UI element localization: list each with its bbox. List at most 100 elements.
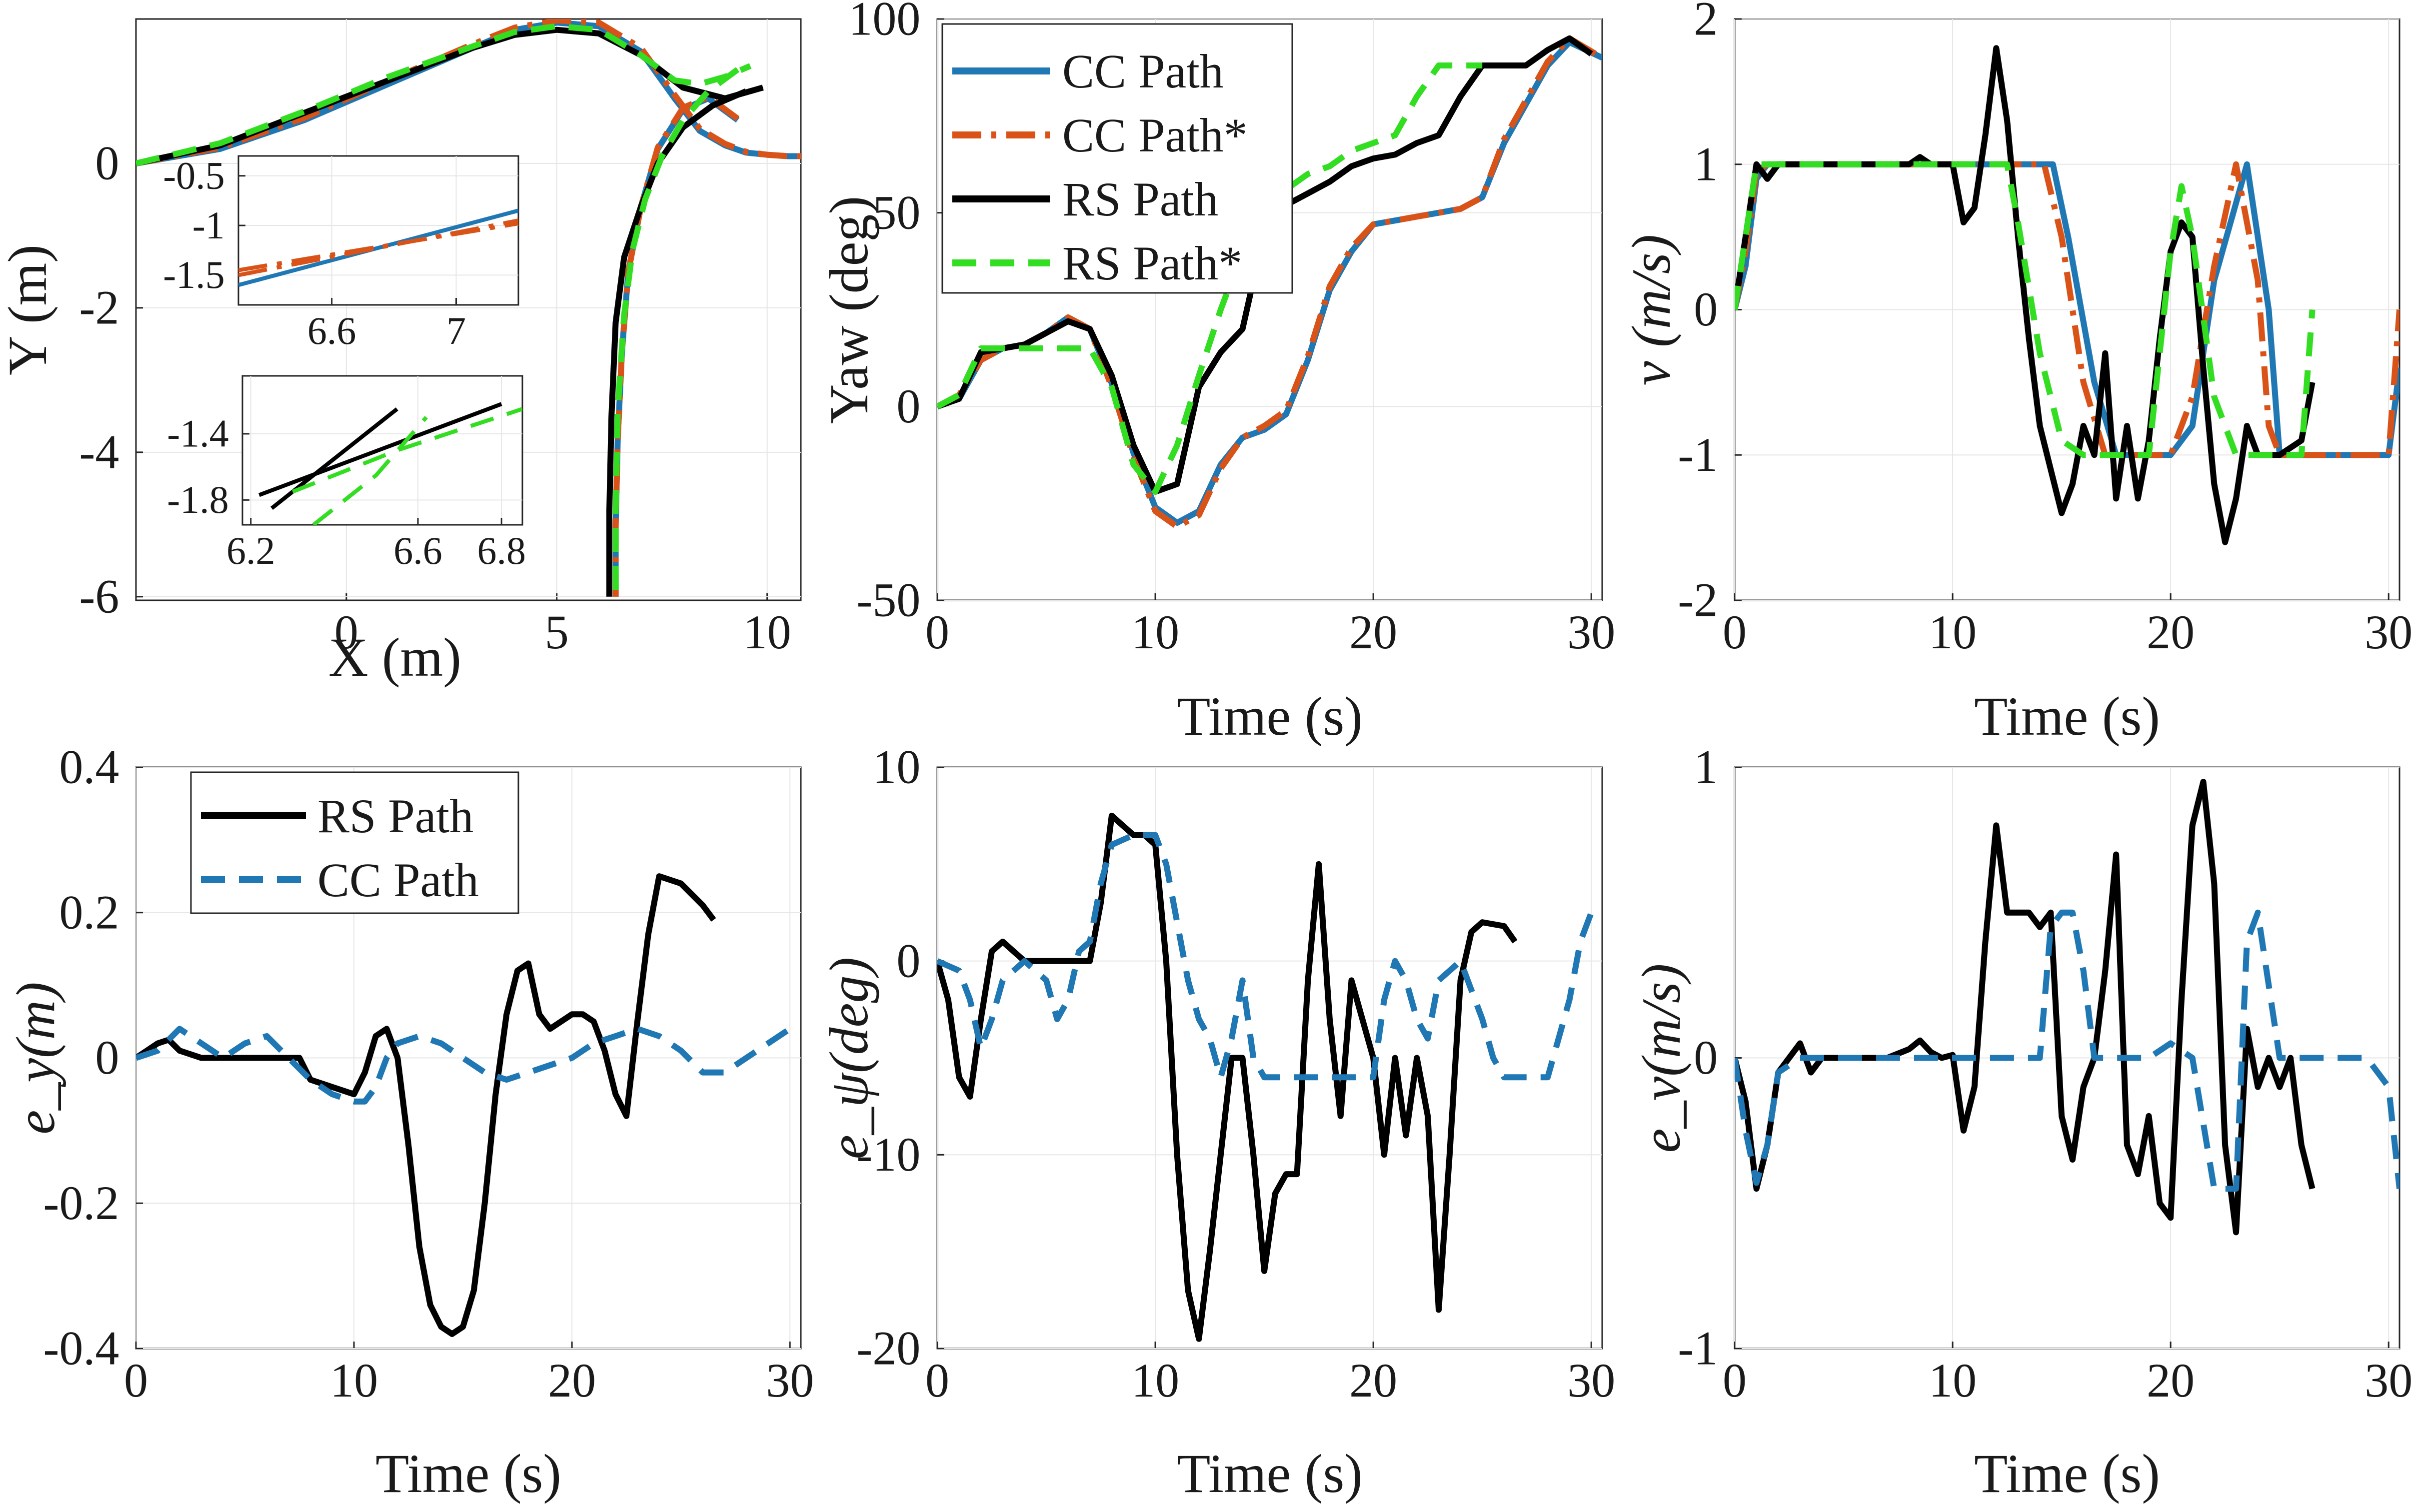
legend-ey-label-cc: CC Path <box>317 853 479 907</box>
y-tick-label: 0 <box>1694 282 1718 336</box>
y-tick-label: 1 <box>1694 740 1718 794</box>
inset-2-series <box>258 402 522 525</box>
series-line-rs-star <box>1735 161 2316 458</box>
y-tick-label: -0.5 <box>163 153 224 197</box>
x-axis-label-ey: Time (s) <box>375 1443 561 1504</box>
y-tick-label: -20 <box>856 1322 920 1375</box>
x-tick-label: 6.6 <box>393 529 442 572</box>
inset-2-tick-labels: 6.2 6.6 6.8 -1.4 -1.8 <box>167 412 526 572</box>
y-tick-label: -1 <box>1678 1322 1718 1375</box>
x-tick-label: 7 <box>446 309 466 352</box>
y-tick-label: 0 <box>95 136 119 190</box>
y-tick-label: -1 <box>1678 428 1718 481</box>
series-line-cc-star <box>238 221 518 272</box>
series-v <box>1735 45 2400 545</box>
tick-labels-ey: 0 10 20 30 -0.4 -0.2 0 0.2 0.4 <box>43 740 814 1407</box>
x-tick-label: 30 <box>766 1354 814 1407</box>
legend-yaw-label-rs-star: RS Path* <box>1062 236 1242 290</box>
chart-ey: 0 10 20 30 -0.4 -0.2 0 0.2 0.4 Time (s) e_y(m) R… <box>5 740 814 1504</box>
legend-ey-label-rs: RS Path <box>317 789 473 843</box>
x-tick-label: 6.8 <box>477 529 526 572</box>
y-tick-label: -0.2 <box>43 1176 119 1230</box>
y-axis-label-epsi: e_ψ(deg) <box>818 957 879 1159</box>
y-tick-label: 10 <box>872 740 920 794</box>
legend-yaw-label-cc: CC Path <box>1062 44 1224 98</box>
y-tick-label: 0.4 <box>59 740 119 794</box>
x-axis-label-v: Time (s) <box>1974 686 2160 747</box>
series-ey <box>136 873 792 1337</box>
y-tick-label: -1 <box>192 203 225 247</box>
legend-ey: RS Path CC Path <box>190 771 519 914</box>
series-epsi <box>937 812 1594 1342</box>
x-axis-label-epsi: Time (s) <box>1177 1443 1363 1504</box>
series-line-rs-star <box>291 407 522 494</box>
x-tick-label: 30 <box>2365 1354 2413 1407</box>
y-tick-label: -6 <box>79 569 119 623</box>
y-tick-label: -2 <box>79 281 119 334</box>
x-tick-label: 0 <box>1723 605 1747 659</box>
x-tick-label: 20 <box>2147 1354 2195 1407</box>
y-tick-label: -1.4 <box>167 412 228 455</box>
legend-yaw: CC Path CC Path* RS Path RS Path* <box>941 23 1293 294</box>
x-tick-label: 6.6 <box>307 309 356 352</box>
y-tick-label: -1.5 <box>163 253 224 296</box>
x-tick-label: 10 <box>1131 1354 1179 1407</box>
inset-2: 6.2 6.6 6.8 -1.4 -1.8 <box>167 375 526 572</box>
inset-2-grid <box>242 376 522 525</box>
x-tick-label: 30 <box>1567 605 1615 659</box>
tick-labels-xy: 0 5 10 -6 -4 -2 0 <box>79 136 791 659</box>
x-tick-label: 0 <box>925 1354 949 1407</box>
y-axis-label-v: v (m/s) <box>1621 234 1682 385</box>
y-tick-label: 0.2 <box>59 885 119 939</box>
plot-frame-epsi <box>936 766 1603 1350</box>
inset-1: 6.6 7 -0.5 -1 -1.5 <box>163 153 519 352</box>
y-axis-label-xy: Y (m) <box>0 244 58 375</box>
y-tick-label: 0 <box>896 934 920 987</box>
tick-labels-epsi: 0 10 20 30 -20 -10 0 10 <box>856 740 1615 1407</box>
x-tick-label: 6.2 <box>226 529 275 572</box>
x-tick-label: 10 <box>1929 1354 1977 1407</box>
x-tick-label: 10 <box>1929 605 1977 659</box>
x-tick-label: 20 <box>1349 605 1397 659</box>
x-tick-label: 20 <box>548 1354 596 1407</box>
x-tick-label: 20 <box>2147 605 2195 659</box>
y-tick-label: 0 <box>896 379 920 433</box>
y-tick-label: 0 <box>1694 1031 1718 1084</box>
y-axis-label-ev: e_v(m/s) <box>1631 964 1692 1153</box>
x-tick-label: 0 <box>1723 1354 1747 1407</box>
x-tick-label: 5 <box>545 605 569 659</box>
chart-v: 0 10 20 30 -2 -1 0 1 2 Time (s) v (m/s) <box>1621 0 2413 747</box>
chart-epsi: 0 10 20 30 -20 -10 0 10 Time (s) e_ψ(deg) <box>818 740 1615 1504</box>
y-tick-label: -2 <box>1678 573 1718 627</box>
y-tick-label: 100 <box>848 0 920 45</box>
y-axis-label-ey: e_y(m) <box>5 982 66 1134</box>
y-tick-label: -1.8 <box>167 478 228 521</box>
y-axis-label-yaw: Yaw (deg) <box>818 196 879 424</box>
x-tick-label: 10 <box>330 1354 378 1407</box>
series-line-rs <box>606 88 747 597</box>
series-line-rs-star <box>612 67 740 597</box>
tick-labels-v: 0 10 20 30 -2 -1 0 1 2 <box>1678 0 2413 659</box>
series-line-rs <box>258 402 502 497</box>
x-axis-label-ev: Time (s) <box>1974 1443 2160 1504</box>
chart-xy: 0 5 10 -6 -4 -2 0 X (m) Y (m) 6.6 7 -0.5 -1 -1.5 6… <box>0 18 802 688</box>
x-tick-label: 30 <box>1567 1354 1615 1407</box>
legend-yaw-label-cc-star: CC Path* <box>1062 108 1248 162</box>
y-tick-label: -0.4 <box>43 1322 119 1375</box>
inset-1-grid <box>238 156 518 305</box>
y-tick-label: -10 <box>856 1128 920 1181</box>
series-xy <box>136 19 801 597</box>
tick-labels-ev: 0 10 20 30-101 <box>1678 740 2413 1407</box>
y-tick-label: -4 <box>79 425 119 479</box>
chart-ev: 0 10 20 30-101 Time (s) e_v(m/s) <box>1631 740 2413 1504</box>
x-tick-label: 10 <box>743 605 791 659</box>
x-tick-label: 0 <box>124 1354 148 1407</box>
x-axis-label-xy: X (m) <box>328 627 461 688</box>
series-line-cc-star <box>937 35 1602 530</box>
series-line-rs-star <box>312 416 428 525</box>
inset-1-tick-labels: 6.6 7 -0.5 -1 -1.5 <box>163 153 466 352</box>
series-line-cc <box>937 832 1594 1081</box>
series-line-cc <box>136 1026 792 1105</box>
